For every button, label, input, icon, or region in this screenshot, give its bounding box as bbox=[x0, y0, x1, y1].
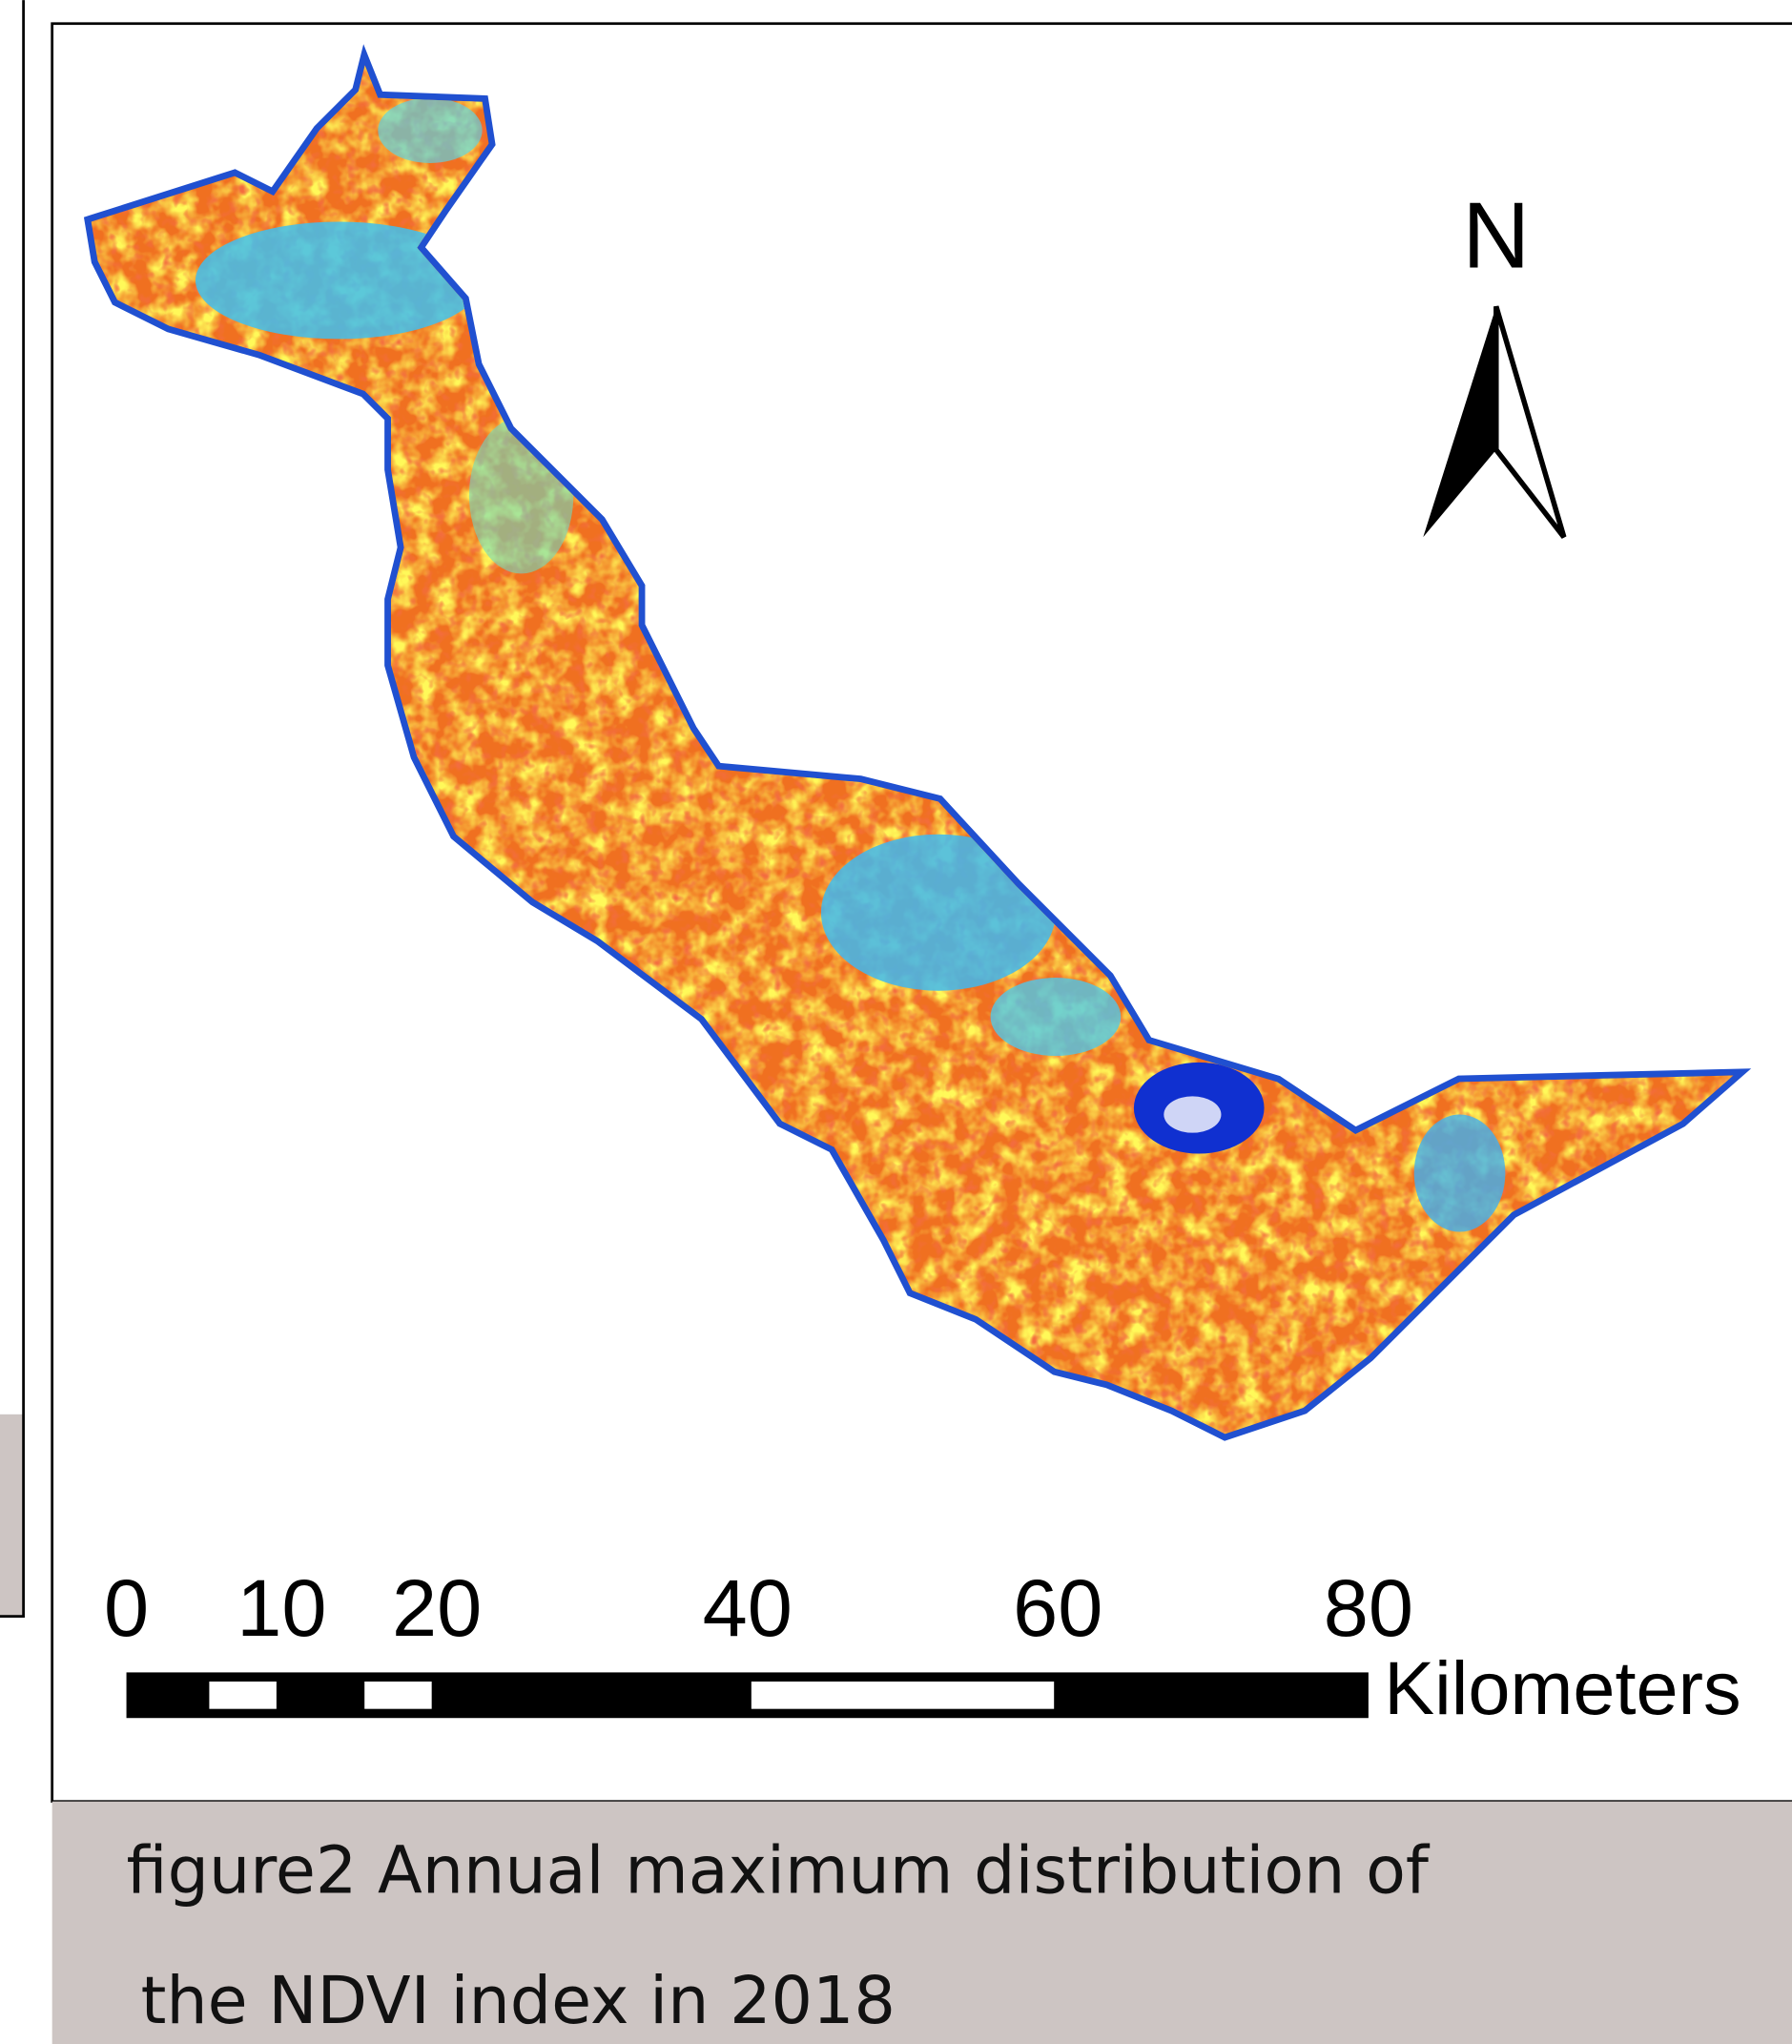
scale-segment bbox=[209, 1681, 277, 1709]
scale-bar: 0 10 20 40 60 80 bbox=[104, 1562, 1413, 1719]
caption-line: figure2 Annual maximum distribution of bbox=[127, 1833, 1431, 1909]
scale-segment bbox=[751, 1681, 1055, 1709]
north-label: N bbox=[1462, 182, 1530, 287]
scale-tick-label: 60 bbox=[1013, 1562, 1102, 1653]
scale-segment bbox=[364, 1681, 432, 1709]
side-panel bbox=[0, 1414, 24, 1617]
caption-band bbox=[51, 1801, 1792, 2044]
scale-tick-label: 40 bbox=[703, 1562, 793, 1653]
scale-tick-label: 10 bbox=[237, 1562, 326, 1653]
scale-bar-base bbox=[126, 1672, 1369, 1719]
side-frame bbox=[0, 0, 25, 1619]
caption-line: the NDVI index in 2018 bbox=[141, 1964, 896, 2039]
north-arrow-right bbox=[1493, 305, 1567, 539]
scale-tick-label: 20 bbox=[392, 1562, 482, 1653]
scale-tick-label: 0 bbox=[104, 1562, 149, 1653]
scale-unit: Kilometers bbox=[1384, 1645, 1741, 1730]
scale-tick-label: 80 bbox=[1324, 1562, 1413, 1653]
